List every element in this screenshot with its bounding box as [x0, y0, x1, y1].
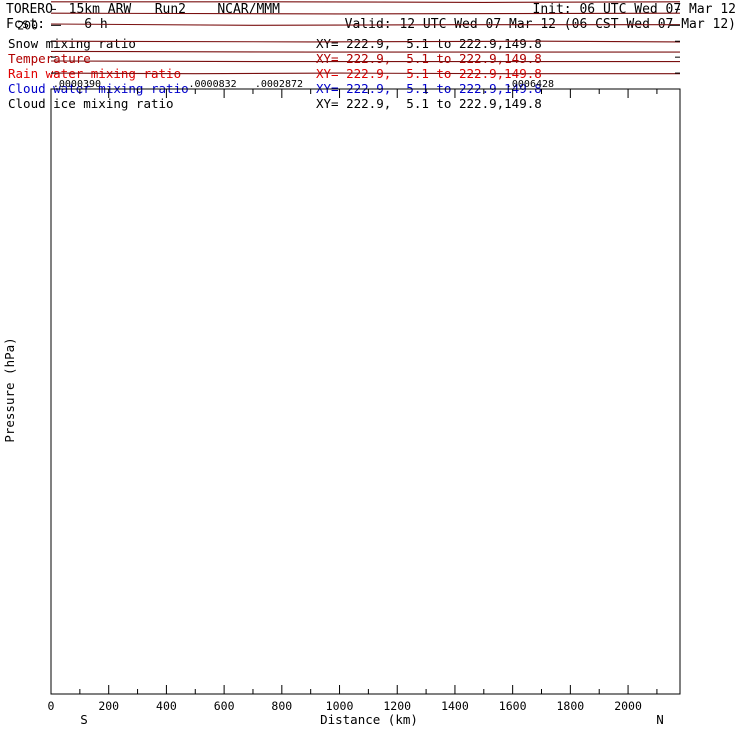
- temperature-contour: [50, 23, 680, 26]
- temperature-contour: [50, 40, 681, 43]
- legend-xy-cloud-ice: XY= 222.9, 5.1 to 222.9,149.8: [316, 96, 542, 111]
- cloud-ice-max-label: .0000832: [188, 79, 236, 90]
- x-axis-label: Distance (km): [320, 712, 418, 727]
- cloud-ice-max-label: .0006428: [506, 79, 554, 90]
- legend-field-temperature: Temperature: [8, 51, 91, 66]
- contour-labels: -30-30-30-20-20-20-10-10-100001010102020…: [53, 79, 554, 90]
- legend-field-snow: Snow mixing ratio: [8, 36, 136, 51]
- x-tick-label: 1000: [326, 699, 354, 713]
- valid-time: Valid: 12 UTC Wed 07 Mar 12 (06 CST Wed …: [344, 17, 736, 32]
- plot-frame: [50, 88, 681, 695]
- temperature-contour: [50, 50, 680, 53]
- y-tick-label: 200: [17, 18, 38, 32]
- y-axis-label: Pressure (hPa): [2, 337, 17, 442]
- temperature-contour: [51, 1, 681, 3]
- temperature-contour: [50, 60, 680, 63]
- axes: 0 200 400 600 800 1000 1200 1400 1600 1800 2000 200…: [17, 8, 680, 713]
- x-tick-label: 400: [156, 699, 177, 713]
- x-tick-label: 1400: [441, 699, 469, 713]
- x-tick-label: 200: [98, 699, 119, 713]
- x-end-right-label: N: [656, 712, 664, 727]
- x-tick-label: 1600: [499, 699, 527, 713]
- cloud-ice-max-label: .0000390: [53, 79, 101, 90]
- temperature-contour: [50, 72, 680, 75]
- temperature-contour: [50, 12, 681, 15]
- legend-xy-snow: XY= 222.9, 5.1 to 222.9,149.8: [316, 36, 542, 51]
- cloud-ice-max-label: .0002872: [255, 79, 303, 90]
- x-tick-label: 800: [271, 699, 292, 713]
- x-tick-label: 1800: [557, 699, 585, 713]
- temperature-contours: [50, 1, 681, 75]
- x-tick-label: 600: [214, 699, 235, 713]
- x-tick-label: 0: [48, 699, 55, 713]
- legend-field-cloud-ice: Cloud ice mixing ratio: [8, 96, 174, 111]
- x-tick-label: 1200: [383, 699, 411, 713]
- x-tick-label: 2000: [614, 699, 642, 713]
- x-end-left-label: S: [80, 712, 88, 727]
